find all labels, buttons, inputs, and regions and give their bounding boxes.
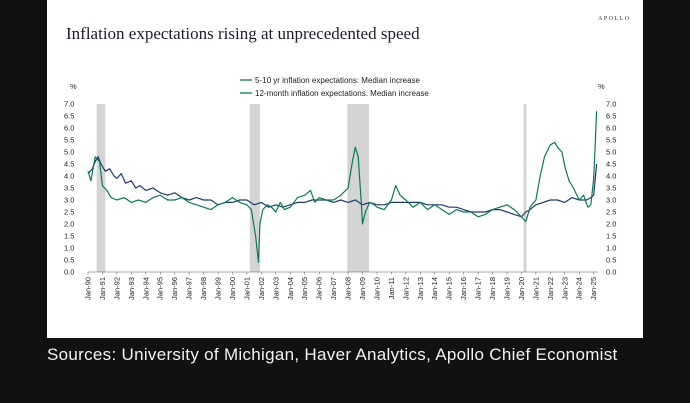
- y-tick-left-14: 7.0: [64, 100, 74, 109]
- x-tick-4: Jan-94: [141, 277, 150, 300]
- y-tick-right-5: 2.5: [606, 208, 616, 217]
- legend-label-long: 5-10 yr inflation expectations: Median i…: [255, 76, 421, 85]
- legend: 5-10 yr inflation expectations: Median i…: [240, 76, 429, 98]
- x-tick-30: Jan-20: [517, 277, 526, 300]
- y-tick-left-5: 2.5: [64, 208, 74, 217]
- series-12-month-line: [87, 111, 598, 263]
- y-axis-right-unit: %: [598, 82, 605, 91]
- x-tick-0: Jan-90: [84, 277, 93, 300]
- x-tick-7: Jan-97: [185, 277, 194, 300]
- series-long-term-line: [87, 156, 598, 218]
- y-tick-right-12: 6.0: [606, 124, 616, 133]
- y-tick-left-2: 1.0: [64, 244, 74, 253]
- y-tick-left-8: 4.0: [64, 172, 74, 181]
- y-tick-left-0: 0.0: [64, 268, 74, 277]
- x-tick-22: Jan-12: [401, 277, 410, 300]
- x-tick-32: Jan-22: [546, 277, 555, 300]
- x-tick-14: Jan-04: [286, 277, 295, 300]
- y-tick-right-2: 1.0: [606, 244, 616, 253]
- x-tick-6: Jan-96: [170, 277, 179, 300]
- y-axis-left-unit: %: [70, 82, 77, 91]
- x-tick-10: Jan-00: [228, 277, 237, 300]
- y-tick-right-6: 3.0: [606, 196, 616, 205]
- y-tick-right-10: 5.0: [606, 148, 616, 157]
- recession-band-2: [347, 104, 370, 272]
- x-tick-16: Jan-06: [315, 277, 324, 300]
- y-tick-right-0: 0.0: [606, 268, 616, 277]
- x-tick-3: Jan-93: [127, 277, 136, 300]
- x-tick-5: Jan-95: [156, 277, 165, 300]
- x-tick-2: Jan-92: [112, 277, 121, 300]
- x-tick-19: Jan-09: [358, 277, 367, 300]
- x-tick-12: Jan-02: [257, 277, 266, 300]
- x-tick-17: Jan-07: [329, 277, 338, 300]
- x-tick-29: Jan-19: [502, 277, 511, 300]
- x-tick-21: Jan-11: [387, 277, 396, 299]
- y-tick-right-4: 2.0: [606, 220, 616, 229]
- x-tick-8: Jan-98: [199, 277, 208, 300]
- recession-band-3: [523, 104, 527, 272]
- x-tick-25: Jan-15: [445, 277, 454, 300]
- y-tick-left-13: 6.5: [64, 112, 74, 121]
- x-tick-35: Jan-25: [589, 277, 598, 300]
- y-tick-left-6: 3.0: [64, 196, 74, 205]
- x-tick-34: Jan-24: [575, 277, 584, 300]
- x-tick-20: Jan-10: [372, 277, 381, 300]
- y-axis-left: 0.0 0.5 1.0 1.5 2.0 2.5 3.0 3.5 4.0 4.5 5.0 5.5 6.0 6…: [64, 100, 74, 277]
- y-tick-right-14: 7.0: [606, 100, 616, 109]
- chart-title: Inflation expectations rising at unprece…: [66, 24, 420, 43]
- line-chart: 0.0 0.5 1.0 1.5 2.0 2.5 3.0 3.5 4.0 4.5 5.0 5.5 6.0 6…: [64, 76, 616, 300]
- y-tick-right-3: 1.5: [606, 232, 616, 241]
- x-tick-13: Jan-03: [271, 277, 280, 300]
- legend-label-short: 12-month inflation expectations: Median …: [255, 89, 429, 98]
- x-tick-31: Jan-21: [531, 277, 540, 300]
- y-tick-left-10: 5.0: [64, 148, 74, 157]
- x-tick-26: Jan-16: [459, 277, 468, 300]
- chart-card: [47, 0, 643, 338]
- x-tick-28: Jan-18: [488, 277, 497, 300]
- y-tick-left-7: 3.5: [64, 184, 74, 193]
- x-axis: Jan-90 Jan-91 Jan-92 Jan-93 Jan-94 Jan-95 Jan-…: [84, 272, 598, 300]
- recession-band-0: [96, 104, 106, 272]
- y-tick-right-11: 5.5: [606, 136, 616, 145]
- source-caption: Sources: University of Michigan, Haver A…: [47, 345, 618, 364]
- y-tick-right-1: 0.5: [606, 256, 616, 265]
- x-tick-11: Jan-01: [242, 277, 251, 300]
- x-tick-18: Jan-08: [344, 277, 353, 300]
- apollo-logo: APOLLO: [598, 16, 631, 22]
- y-tick-left-3: 1.5: [64, 232, 74, 241]
- y-tick-right-7: 3.5: [606, 184, 616, 193]
- x-tick-23: Jan-13: [416, 277, 425, 300]
- recession-shading: [96, 104, 527, 272]
- y-tick-left-12: 6.0: [64, 124, 74, 133]
- x-tick-24: Jan-14: [430, 277, 439, 300]
- y-tick-right-9: 4.5: [606, 160, 616, 169]
- y-tick-right-8: 4.0: [606, 172, 616, 181]
- y-tick-left-9: 4.5: [64, 160, 74, 169]
- recession-band-1: [249, 104, 260, 272]
- x-tick-1: Jan-91: [98, 277, 107, 300]
- y-tick-left-1: 0.5: [64, 256, 74, 265]
- y-axis-right: 0.0 0.5 1.0 1.5 2.0 2.5 3.0 3.5 4.0 4.5 5.0 5.5 6.0 6…: [606, 100, 616, 277]
- y-tick-right-13: 6.5: [606, 112, 616, 121]
- series-lines: [87, 111, 598, 263]
- x-tick-9: Jan-99: [214, 277, 223, 300]
- y-tick-left-11: 5.5: [64, 136, 74, 145]
- x-tick-27: Jan-17: [474, 277, 483, 300]
- y-tick-left-4: 2.0: [64, 220, 74, 229]
- x-tick-15: Jan-05: [300, 277, 309, 300]
- x-tick-33: Jan-23: [560, 277, 569, 300]
